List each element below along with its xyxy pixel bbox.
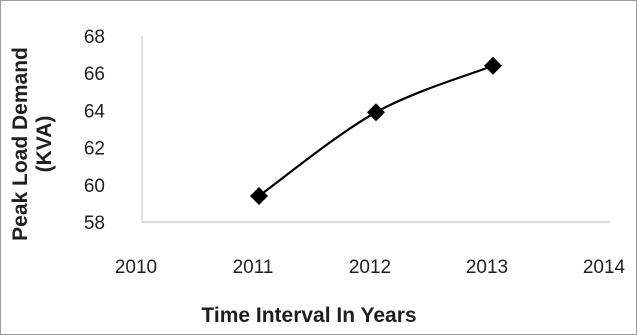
data-point-diamond (250, 186, 268, 205)
series-layer (250, 56, 502, 205)
y-axis-title-line-2: (KVA) (33, 116, 56, 173)
x-tick-label: 2013 (466, 257, 508, 278)
y-tick-label: 58 (84, 213, 105, 234)
data-point-diamond (367, 103, 385, 122)
series-line (258, 64, 494, 197)
x-tick-label: 2012 (349, 257, 391, 278)
x-tick-labels: 2010 2011 2012 2013 2014 (115, 257, 626, 278)
y-tick-label: 66 (84, 64, 105, 85)
x-tick-label: 2011 (233, 257, 274, 278)
x-tick-label: 2010 (115, 257, 157, 278)
y-axis-title-line-1: Peak Load Demand (9, 47, 32, 241)
y-tick-label: 68 (84, 27, 105, 48)
y-tick-label: 64 (84, 101, 106, 122)
y-tick-label: 60 (84, 176, 105, 197)
data-point-diamond (484, 56, 502, 75)
y-tick-label: 62 (84, 139, 105, 160)
x-axis-title: Time Interval In Years (201, 304, 416, 327)
y-tick-labels: 58 60 62 64 66 68 (84, 27, 106, 234)
x-tick-label: 2014 (583, 257, 626, 278)
